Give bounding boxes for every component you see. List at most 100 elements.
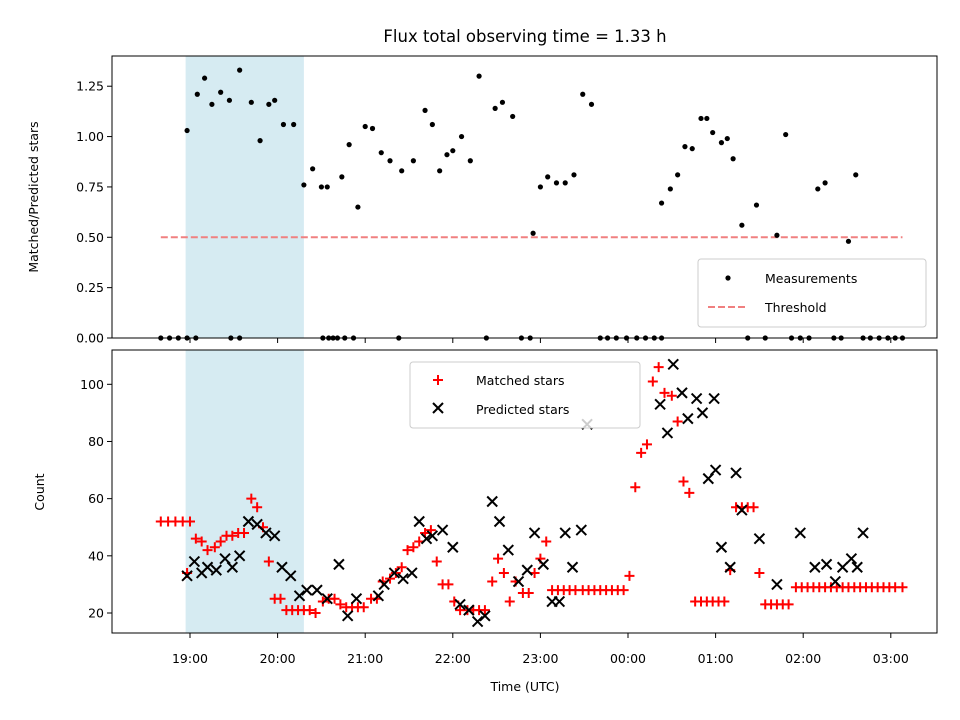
predicted-star-point bbox=[794, 527, 806, 539]
measurement-point bbox=[774, 232, 780, 238]
bottom-y-tick-label: 40 bbox=[88, 548, 104, 563]
measurement-point bbox=[698, 115, 704, 122]
predicted-star-point bbox=[736, 504, 748, 516]
predicted-star-point bbox=[696, 407, 709, 419]
x-tick-label: 20:00 bbox=[260, 651, 296, 666]
top-plot-frame bbox=[111, 55, 938, 339]
legend-matched-label: Matched stars bbox=[476, 373, 564, 388]
measurement-point bbox=[202, 75, 208, 81]
predicted-star-point bbox=[378, 578, 390, 591]
measurement-point bbox=[237, 67, 243, 73]
predicted-star-point bbox=[479, 610, 491, 622]
predicted-star-point bbox=[210, 564, 222, 576]
matched-star-point bbox=[275, 593, 286, 604]
predicted-star-point bbox=[690, 392, 703, 405]
predicted-star-point bbox=[502, 544, 514, 556]
measurement-point bbox=[845, 238, 852, 244]
bottom-y-tick-label: 80 bbox=[88, 434, 104, 449]
predicted-star-point bbox=[682, 412, 694, 425]
measurement-point bbox=[476, 73, 482, 79]
predicted-star-point bbox=[436, 524, 449, 536]
measurement-point bbox=[553, 180, 560, 186]
predicted-star-point bbox=[486, 495, 498, 508]
matched-star-point bbox=[636, 447, 647, 458]
predicted-star-point bbox=[447, 541, 459, 553]
predicted-star-point bbox=[708, 392, 720, 405]
predicted-stars-points bbox=[181, 358, 869, 628]
predicted-star-point bbox=[454, 598, 466, 611]
matched-star-point bbox=[504, 596, 515, 607]
measurement-point bbox=[724, 135, 730, 142]
measurement-point bbox=[387, 158, 393, 164]
measurement-point bbox=[429, 121, 435, 128]
matched-star-point bbox=[498, 567, 509, 578]
predicted-star-point bbox=[226, 561, 239, 573]
matched-star-point bbox=[209, 542, 220, 553]
matched-star-point bbox=[239, 527, 250, 538]
predicted-star-point bbox=[709, 464, 722, 476]
matched-star-point bbox=[897, 582, 908, 593]
matched-star-point bbox=[641, 439, 652, 450]
matched-star-point bbox=[304, 605, 315, 616]
measurement-point bbox=[362, 123, 368, 130]
predicted-star-point bbox=[471, 615, 484, 628]
measurement-point bbox=[580, 91, 586, 97]
x-axis-label: Time (UTC) bbox=[489, 679, 559, 694]
measurement-point bbox=[492, 105, 498, 111]
matched-star-point bbox=[624, 570, 635, 581]
top-legend-box bbox=[697, 258, 927, 328]
measurement-point bbox=[667, 186, 673, 192]
predicted-star-point bbox=[575, 524, 587, 536]
matched-star-point bbox=[396, 562, 407, 573]
measurement-point bbox=[194, 91, 200, 97]
measurement-point bbox=[310, 166, 316, 172]
predicted-star-point bbox=[420, 532, 433, 545]
measurement-point bbox=[675, 172, 681, 178]
matched-star-point bbox=[252, 502, 263, 513]
top-y-tick-label: 0.25 bbox=[76, 280, 104, 295]
matched-star-point bbox=[310, 607, 321, 618]
legend-threshold-label: Threshold bbox=[764, 300, 827, 315]
predicted-star-point bbox=[311, 584, 323, 596]
measurement-point bbox=[280, 121, 287, 128]
matched-star-point bbox=[390, 567, 401, 578]
matched-star-point bbox=[783, 599, 794, 610]
top-y-axis: 0.00 0.25 0.50 0.75 1.00 1.25 bbox=[76, 79, 112, 346]
top-y-tick-label: 1.25 bbox=[76, 79, 104, 94]
bottom-y-tick-label: 60 bbox=[88, 491, 104, 506]
bottom-y-axis-label: Count bbox=[32, 473, 47, 510]
measurement-point bbox=[588, 101, 595, 107]
matched-star-point bbox=[653, 362, 664, 373]
matched-star-point bbox=[202, 545, 213, 556]
matched-star-point bbox=[666, 390, 677, 401]
top-y-tick-label: 0.00 bbox=[76, 331, 104, 346]
measurement-point bbox=[562, 180, 568, 186]
bottom-legend: Matched stars Predicted stars bbox=[409, 361, 641, 429]
measurement-point bbox=[704, 115, 710, 122]
predicted-star-point bbox=[260, 527, 272, 539]
matched-star-point bbox=[402, 545, 413, 556]
predicted-star-point bbox=[188, 555, 201, 568]
predicted-star-point bbox=[493, 515, 506, 528]
measurement-point bbox=[783, 131, 789, 138]
measurement-point bbox=[324, 184, 330, 190]
predicted-star-point bbox=[820, 558, 833, 571]
predicted-star-point bbox=[537, 558, 550, 571]
matched-star-point bbox=[618, 585, 629, 596]
predicted-star-point bbox=[521, 564, 533, 576]
measurement-point bbox=[444, 152, 450, 158]
matched-star-point bbox=[215, 536, 226, 547]
predicted-star-point bbox=[753, 532, 766, 545]
measurement-point bbox=[301, 182, 307, 188]
predicted-star-point bbox=[251, 518, 263, 531]
x-tick-label: 22:00 bbox=[435, 651, 471, 666]
measurement-point bbox=[499, 99, 506, 105]
measurement-point bbox=[658, 200, 665, 206]
measurement-point bbox=[272, 97, 278, 103]
matched-star-point bbox=[443, 579, 454, 590]
x-tick-label: 23:00 bbox=[522, 651, 558, 666]
predicted-star-point bbox=[512, 575, 525, 588]
measurement-point bbox=[339, 174, 345, 180]
